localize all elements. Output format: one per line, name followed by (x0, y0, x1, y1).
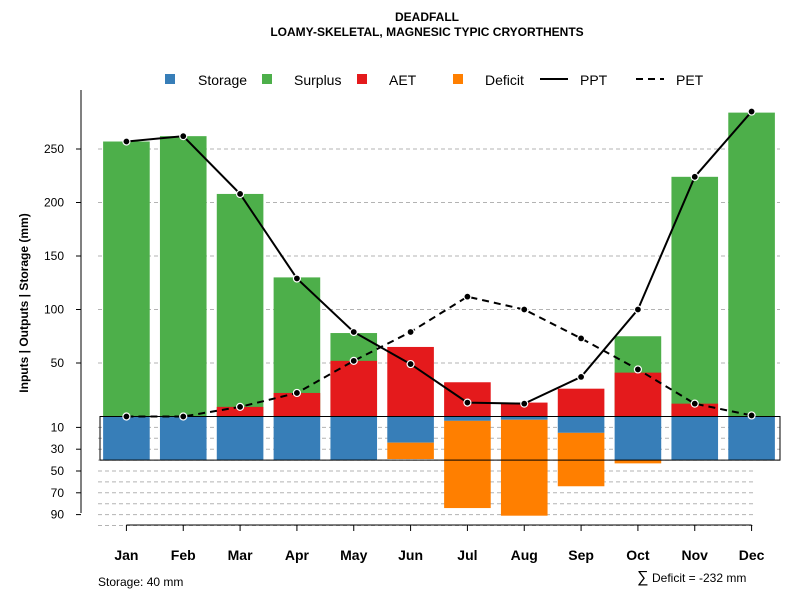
point-ppt-Mar (235, 189, 245, 199)
legend-label-surplus: Surplus (294, 72, 341, 88)
bar-deficit-Sep (557, 432, 605, 487)
point-ppt-Nov (690, 172, 699, 181)
bar-deficit-Aug (500, 419, 548, 516)
point-pet-May (349, 356, 358, 365)
point-ppt-Sep (576, 372, 586, 382)
point-pet-Jul (463, 292, 472, 301)
x-tick-label: Sep (568, 547, 594, 563)
bar-surplus-Dec (728, 112, 775, 417)
lines (122, 107, 756, 421)
point-ppt-Jan (122, 137, 131, 146)
bar-deficit-Jun (387, 442, 434, 460)
legend-key-surplus (262, 74, 272, 84)
legend-label-aet: AET (389, 72, 417, 88)
point-ppt-May (349, 327, 358, 337)
line-ppt (126, 110, 753, 405)
sum-symbol: ∑ (637, 569, 648, 586)
x-tick-label: Mar (228, 547, 253, 563)
point-ppt-Feb (179, 132, 188, 141)
bar-storage-Nov (671, 416, 719, 461)
bar-storage-Jun (387, 416, 434, 443)
legend-key-deficit (453, 74, 463, 84)
x-tick-label: May (340, 547, 367, 563)
y-tick-label: 50 (51, 464, 65, 478)
x-tick-label: Apr (285, 547, 310, 563)
legend-label-storage: Storage (198, 72, 247, 88)
gridlines (98, 148, 780, 526)
x-tick-label: Nov (682, 547, 709, 563)
point-ppt-Jul (463, 398, 472, 407)
point-pet-Dec (747, 411, 756, 420)
bar-surplus-Jan (103, 141, 150, 417)
y-tick-label: 30 (51, 442, 65, 456)
chart-subtitle: LOAMY-SKELETAL, MAGNESIC TYPIC CRYORTHEN… (270, 25, 583, 39)
bar-storage-Sep (557, 416, 605, 433)
bar-storage-May (330, 416, 378, 461)
bar-storage-Mar (216, 416, 264, 461)
bar-surplus-Nov (671, 176, 719, 417)
point-ppt-Aug (520, 399, 529, 408)
legend-key-aet (357, 74, 367, 84)
x-tick-label: Jul (457, 547, 477, 563)
bar-deficit-Jul (444, 420, 491, 509)
legend-label-ppt: PPT (580, 72, 608, 88)
x-tick-label: Jan (114, 547, 138, 563)
bar-storage-Oct (614, 416, 662, 461)
y-tick-label: 90 (51, 508, 65, 522)
x-tick-label: Oct (626, 547, 650, 563)
point-pet-Nov (690, 399, 699, 408)
bar-surplus-Feb (159, 136, 207, 417)
legend-label-deficit: Deficit (485, 72, 524, 88)
point-ppt-Dec (747, 107, 756, 116)
bar-storage-Jan (103, 416, 150, 461)
point-pet-Sep (576, 334, 586, 343)
y-tick-label: 200 (44, 195, 64, 209)
bar-storage-Feb (159, 416, 207, 461)
y-tick-label: 50 (51, 356, 65, 370)
point-ppt-Oct (633, 305, 643, 314)
y-tick-label: 100 (44, 302, 64, 316)
y-tick-label: 150 (44, 249, 64, 263)
bar-surplus-Mar (216, 193, 264, 417)
x-tick-label: Aug (511, 547, 538, 563)
y-tick-label: 10 (51, 420, 65, 434)
bar-storage-Dec (728, 416, 775, 461)
y-tick-label: 250 (44, 142, 64, 156)
point-pet-Jun (406, 327, 415, 337)
bar-storage-Apr (273, 416, 321, 461)
line-pet (126, 295, 752, 418)
bar-storage-Jul (444, 416, 491, 421)
point-ppt-Jun (406, 359, 415, 369)
chart-title: DEADFALL (395, 10, 459, 24)
point-pet-Jan (122, 412, 131, 421)
bar-aet-Jun (387, 346, 434, 417)
bar-aet-Sep (557, 388, 605, 417)
point-ppt-Apr (292, 274, 302, 283)
y-axis-label: Inputs | Outputs | Storage (mm) (17, 213, 31, 392)
point-pet-Feb (179, 412, 188, 421)
bar-aet-Oct (614, 372, 662, 417)
legend-key-storage (165, 74, 175, 84)
x-tick-label: Jun (398, 547, 423, 563)
legend-label-pet: PET (676, 72, 704, 88)
bar-aet-Aug (500, 402, 548, 417)
point-pet-Oct (633, 365, 643, 374)
bar-deficit-Oct (614, 460, 662, 464)
bar-aet-Nov (671, 403, 719, 417)
y-tick-label: 70 (51, 486, 65, 500)
legend: Storage Surplus AET Deficit PPT PET (165, 72, 704, 88)
x-tick-label: Dec (739, 547, 765, 563)
bar-aet-Mar (216, 406, 264, 417)
deficit-note: Deficit = -232 mm (652, 571, 746, 585)
point-pet-Apr (292, 388, 302, 398)
point-pet-Aug (520, 305, 529, 314)
x-tick-label: Feb (171, 547, 196, 563)
bar-storage-Aug (500, 416, 548, 420)
storage-note: Storage: 40 mm (98, 575, 183, 589)
axes: 50 100 150 200 250 10 30 50 70 90 Jan Feb Mar Apr May J… (44, 90, 765, 563)
storage-capacity-box (99, 416, 781, 461)
bar-aet-Apr (273, 392, 321, 417)
point-pet-Mar (235, 402, 245, 411)
